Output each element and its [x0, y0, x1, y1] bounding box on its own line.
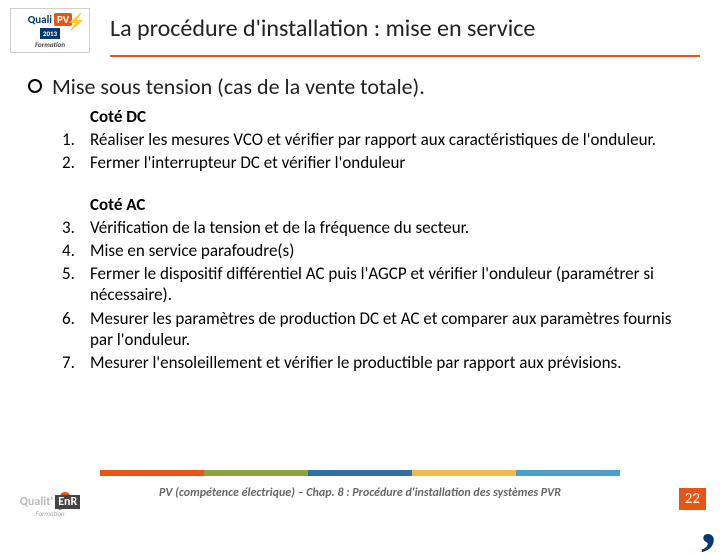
list-item: 2. Fermer l'interrupteur DC et vérifier …: [62, 152, 692, 173]
footer-text: PV (compétence électrique) – Chap. 8 : P…: [0, 486, 720, 500]
bar-segment: [204, 470, 308, 476]
logo-qualipv: QualiPV 2013 Formation ⚡: [10, 8, 90, 53]
item-number: 6.: [62, 308, 90, 351]
dc-heading: Coté DC: [90, 106, 692, 127]
logo-brand-left: Quali: [28, 13, 52, 26]
color-bar: [100, 470, 620, 476]
list-item: 5. Fermer le dispositif différentiel AC …: [62, 263, 692, 306]
item-number: 3.: [62, 217, 90, 238]
content-area: Mise sous tension (cas de la vente total…: [0, 57, 720, 373]
item-text: Vérification de la tension et de la fréq…: [90, 217, 692, 238]
item-text: Mesurer les paramètres de production DC …: [90, 308, 692, 351]
list-item: 4. Mise en service parafoudre(s): [62, 240, 692, 261]
ac-section: Coté AC 3. Vérification de la tension et…: [62, 194, 692, 374]
list-item: 3. Vérification de la tension et de la f…: [62, 217, 692, 238]
list-item: 7. Mesurer l'ensoleillement et vérifier …: [62, 352, 692, 373]
decoration-comma-right: ,: [701, 508, 716, 538]
list-item: 1. Réaliser les mesures VCO et vérifier …: [62, 129, 692, 150]
logo-year: 2013: [40, 28, 60, 39]
logo-subtitle: Formation: [35, 40, 65, 49]
item-text: Fermer le dispositif différentiel AC pui…: [90, 263, 692, 306]
item-number: 5.: [62, 263, 90, 306]
bullet-icon: [28, 79, 42, 93]
bar-segment: [308, 470, 412, 476]
item-number: 4.: [62, 240, 90, 261]
page-title: La procédure d'installation : mise en se…: [110, 14, 700, 43]
footer-logo: Qualit'EnR Formation: [10, 486, 90, 526]
footer-logo-sub: Formation: [35, 509, 64, 518]
footer-logo-left: Qualit': [20, 495, 53, 509]
dc-section: Coté DC 1. Réaliser les mesures VCO et v…: [62, 106, 692, 174]
item-text: Fermer l'interrupteur DC et vérifier l'o…: [90, 152, 692, 173]
item-text: Mise en service parafoudre(s): [90, 240, 692, 261]
item-number: 2.: [62, 152, 90, 173]
list-item: 6. Mesurer les paramètres de production …: [62, 308, 692, 351]
footer: , Qualit'EnR Formation PV (compétence él…: [0, 470, 720, 540]
bar-segment: [516, 470, 620, 476]
footer-logo-right: EnR: [55, 495, 80, 509]
item-text: Mesurer l'ensoleillement et vérifier le …: [90, 352, 692, 373]
main-bullet-text: Mise sous tension (cas de la vente total…: [52, 73, 425, 100]
bolt-icon: ⚡: [66, 12, 86, 32]
bar-segment: [412, 470, 516, 476]
item-text: Réaliser les mesures VCO et vérifier par…: [90, 129, 692, 150]
item-number: 1.: [62, 129, 90, 150]
main-bullet-row: Mise sous tension (cas de la vente total…: [28, 73, 692, 100]
ac-heading: Coté AC: [90, 194, 692, 215]
bar-segment: [100, 470, 204, 476]
item-number: 7.: [62, 352, 90, 373]
